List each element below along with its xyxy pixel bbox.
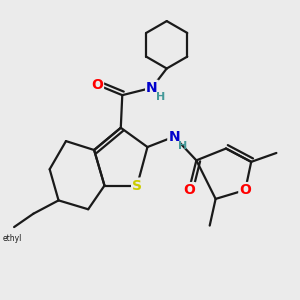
Text: H: H — [156, 92, 165, 102]
Text: ethyl: ethyl — [3, 234, 22, 243]
Text: S: S — [132, 178, 142, 193]
Text: O: O — [239, 183, 251, 197]
Text: N: N — [146, 81, 158, 95]
Text: H: H — [178, 141, 188, 151]
Text: N: N — [168, 130, 180, 144]
Text: O: O — [183, 183, 195, 197]
Text: O: O — [91, 78, 103, 92]
